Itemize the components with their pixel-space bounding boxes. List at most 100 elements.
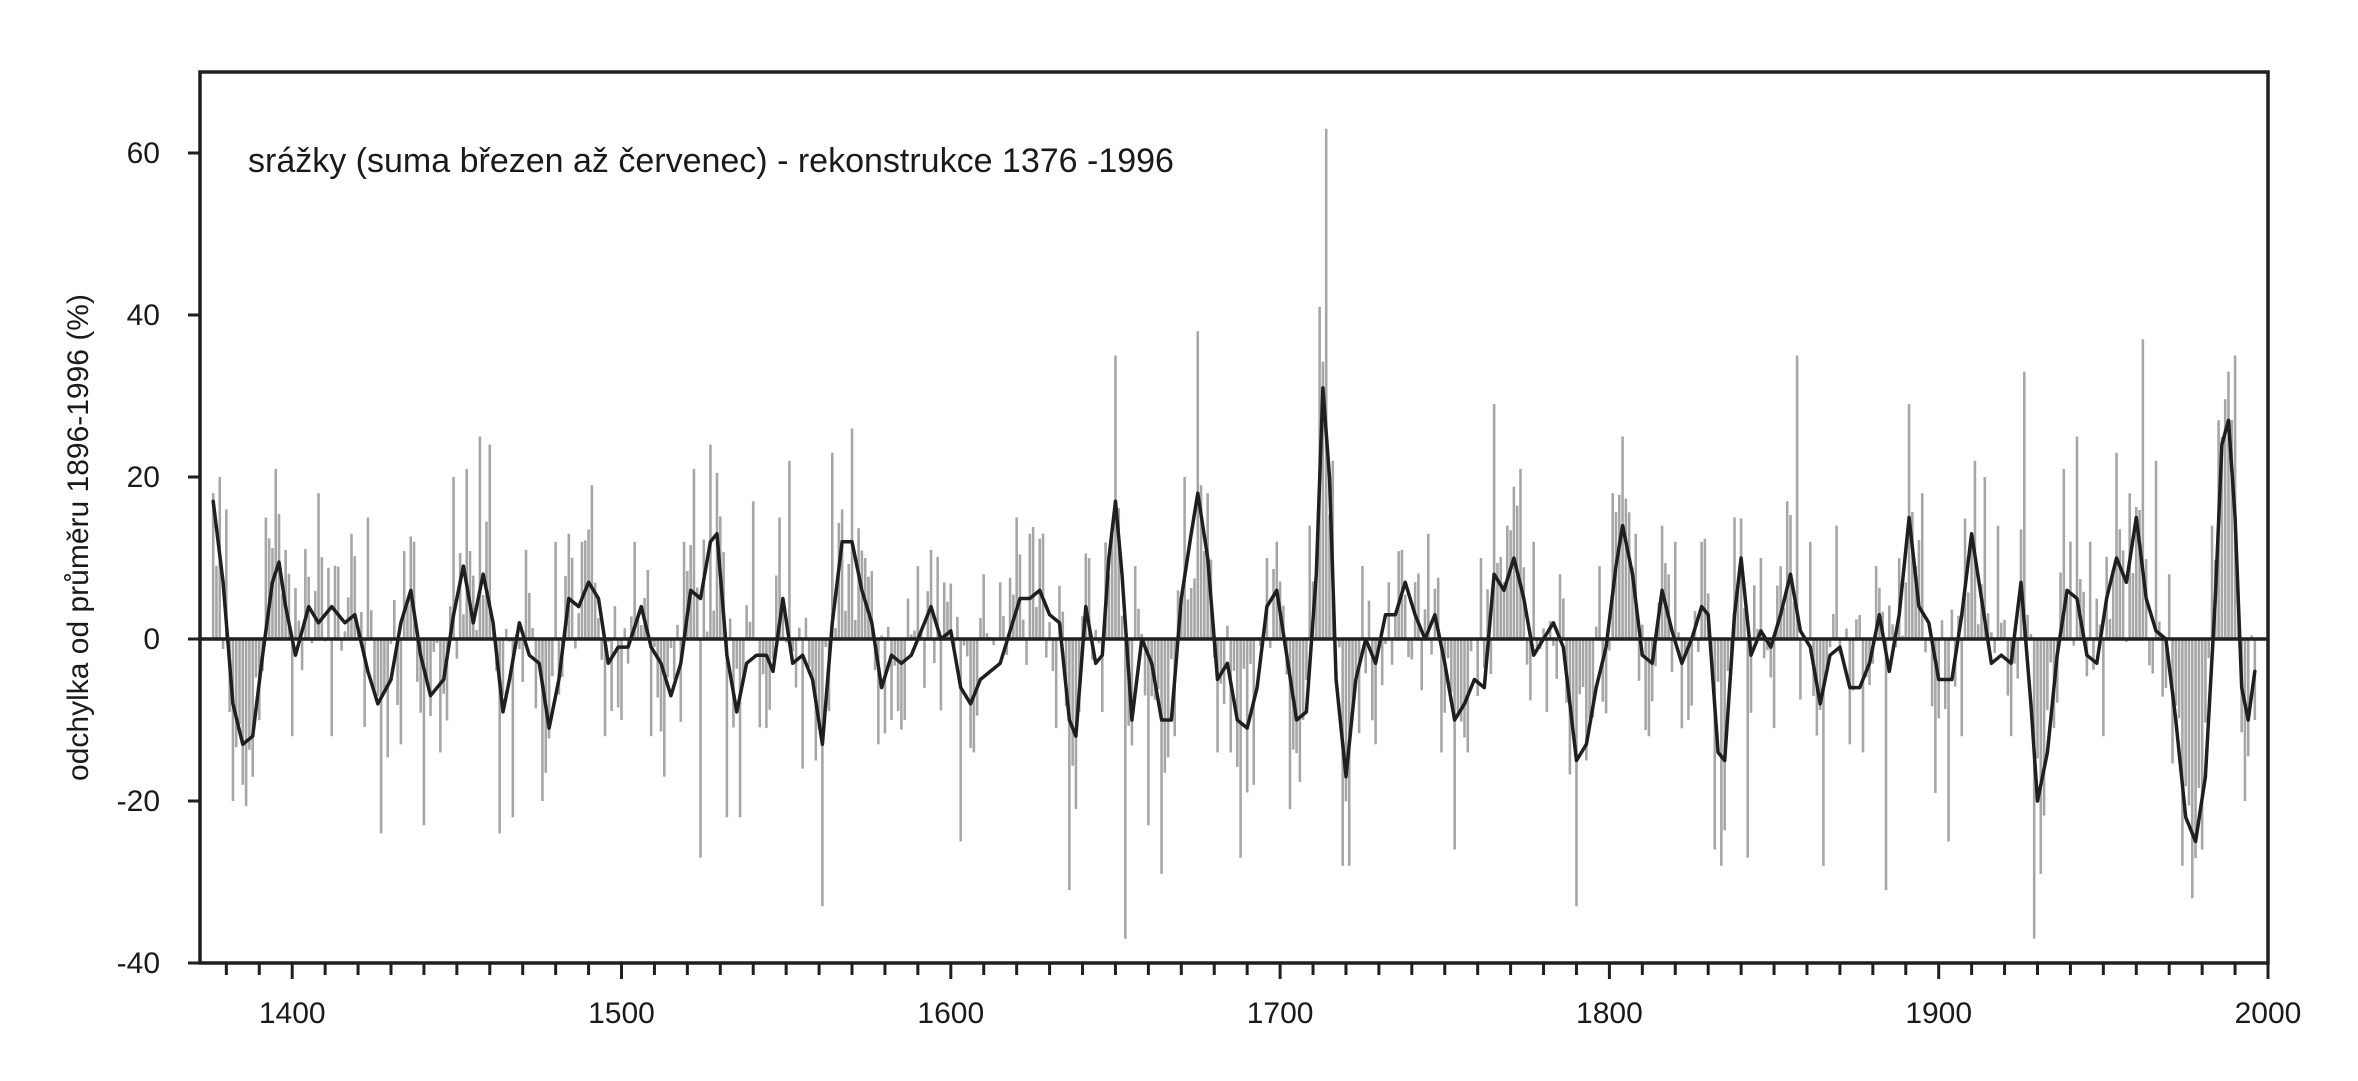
data-bar xyxy=(393,600,396,639)
x-tick-label: 1600 xyxy=(917,997,984,1030)
data-bar xyxy=(1608,639,1611,651)
data-bar xyxy=(2095,598,2099,639)
data-bar xyxy=(511,639,515,818)
data-bar xyxy=(1374,639,1377,745)
data-bar xyxy=(804,617,808,639)
data-bar xyxy=(1970,545,1973,639)
data-bar xyxy=(1058,585,1061,639)
data-bar xyxy=(399,639,403,745)
data-bar xyxy=(745,605,748,639)
data-bar xyxy=(1864,639,1868,677)
data-bar xyxy=(975,639,979,716)
data-bar xyxy=(1315,559,1318,639)
data-bar xyxy=(2250,635,2253,639)
data-bar xyxy=(1232,639,1236,671)
data-bar xyxy=(422,639,426,826)
data-bar xyxy=(396,639,399,705)
data-bar xyxy=(705,631,709,639)
data-bar xyxy=(1917,540,1921,639)
data-bar xyxy=(1041,533,1045,639)
data-bar xyxy=(1851,639,1855,691)
data-bar xyxy=(366,517,370,639)
data-bar xyxy=(847,563,851,639)
data-bar xyxy=(2013,639,2016,664)
data-bar xyxy=(2190,639,2194,899)
data-bar xyxy=(429,639,432,717)
data-bar xyxy=(910,634,913,639)
data-bar xyxy=(1680,639,1684,729)
data-bar xyxy=(1008,577,1012,639)
data-bar xyxy=(264,517,268,639)
data-bar xyxy=(1351,639,1354,709)
data-bar xyxy=(340,639,343,651)
data-bar xyxy=(1739,518,1743,639)
data-bar xyxy=(531,628,534,639)
data-bar xyxy=(1644,639,1647,731)
data-bar xyxy=(1940,620,1944,639)
data-bar xyxy=(2082,591,2085,639)
data-bar xyxy=(811,639,814,682)
data-bar xyxy=(778,517,781,639)
data-bar xyxy=(2118,529,2122,639)
data-bar xyxy=(1535,639,1539,650)
data-bar xyxy=(1390,639,1394,665)
data-bar xyxy=(2075,436,2079,639)
data-bar xyxy=(386,639,389,758)
data-bar xyxy=(1785,501,1789,639)
data-bar xyxy=(2148,639,2151,666)
data-bar xyxy=(2167,574,2171,639)
data-bar xyxy=(376,639,380,697)
data-bar xyxy=(1934,639,1937,793)
data-bar xyxy=(1110,534,1114,639)
data-bar xyxy=(1140,633,1144,639)
data-bar xyxy=(965,639,969,657)
data-bar xyxy=(1996,525,2000,639)
data-bar xyxy=(1571,639,1575,726)
data-bar xyxy=(1667,574,1670,639)
data-bar xyxy=(478,436,482,639)
data-bar xyxy=(2200,639,2204,850)
data-bar xyxy=(567,533,571,639)
data-bar xyxy=(1137,608,1140,639)
data-bar xyxy=(1239,639,1242,858)
data-bar xyxy=(1578,639,1582,695)
data-bar xyxy=(1637,639,1641,681)
data-bar xyxy=(1677,632,1680,639)
data-bar xyxy=(649,639,653,737)
data-bar xyxy=(1087,558,1091,639)
plot-frame xyxy=(198,70,2270,965)
data-bar xyxy=(1585,639,1588,761)
x-tick-label: 1800 xyxy=(1576,997,1643,1030)
data-bar xyxy=(475,629,478,639)
data-bar xyxy=(946,601,949,639)
data-bar xyxy=(234,639,238,748)
data-bar xyxy=(1018,554,1022,639)
data-bar xyxy=(1697,639,1700,653)
data-bar xyxy=(521,639,524,682)
data-bar xyxy=(432,639,436,652)
data-bar xyxy=(1529,639,1532,701)
data-bar xyxy=(2069,541,2072,639)
data-bar xyxy=(1746,639,1749,858)
data-bar xyxy=(452,477,455,639)
data-bar xyxy=(1380,639,1384,686)
data-bar xyxy=(1364,639,1368,674)
data-bar xyxy=(498,639,501,834)
data-bar xyxy=(1492,404,1496,639)
data-bar xyxy=(1328,514,1331,639)
data-bar xyxy=(2223,399,2227,639)
data-bar xyxy=(501,639,505,696)
data-bar xyxy=(518,639,521,650)
data-bar xyxy=(659,639,663,732)
data-bar xyxy=(333,565,337,639)
data-bar xyxy=(409,536,413,639)
data-bar xyxy=(1808,541,1812,639)
data-bar xyxy=(1980,584,1983,639)
data-bar xyxy=(551,639,554,677)
data-bar xyxy=(1588,639,1591,719)
data-bar xyxy=(1914,565,1917,639)
data-bar xyxy=(1486,589,1489,639)
data-bar xyxy=(1163,639,1167,773)
data-bar xyxy=(310,639,314,644)
